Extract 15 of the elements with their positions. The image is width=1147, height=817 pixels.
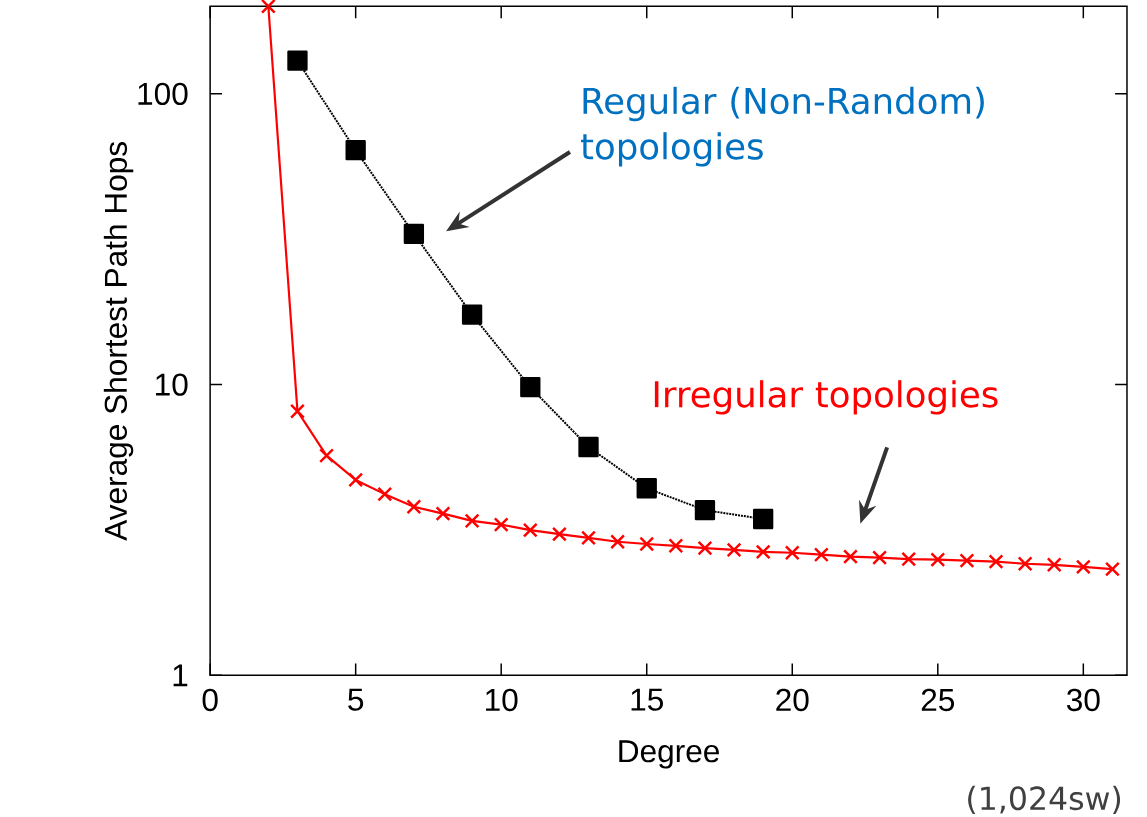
- annotation: Irregular topologies: [654, 380, 998, 415]
- y-tick-label: 10: [156, 373, 188, 396]
- x-tick-label: 5: [348, 688, 364, 711]
- annotation: Regular (Non-Random) topologies: [581, 86, 984, 167]
- x-tick-label: 20: [776, 688, 809, 712]
- x-tick-label: 10: [486, 688, 518, 712]
- x-axis-title: Degree: [619, 740, 719, 769]
- y-tick-label: 100: [138, 82, 188, 105]
- x-tick-label: 15: [631, 688, 663, 711]
- y-tick-label: 1: [173, 664, 188, 687]
- x-tick-label: 25: [921, 688, 955, 712]
- x-tick-label: 30: [1066, 688, 1100, 712]
- x-tick-label: 0: [202, 688, 218, 712]
- text: (1,024sw): [968, 785, 1121, 814]
- y-axis-title: Average Shortest Path Hops: [103, 142, 134, 541]
